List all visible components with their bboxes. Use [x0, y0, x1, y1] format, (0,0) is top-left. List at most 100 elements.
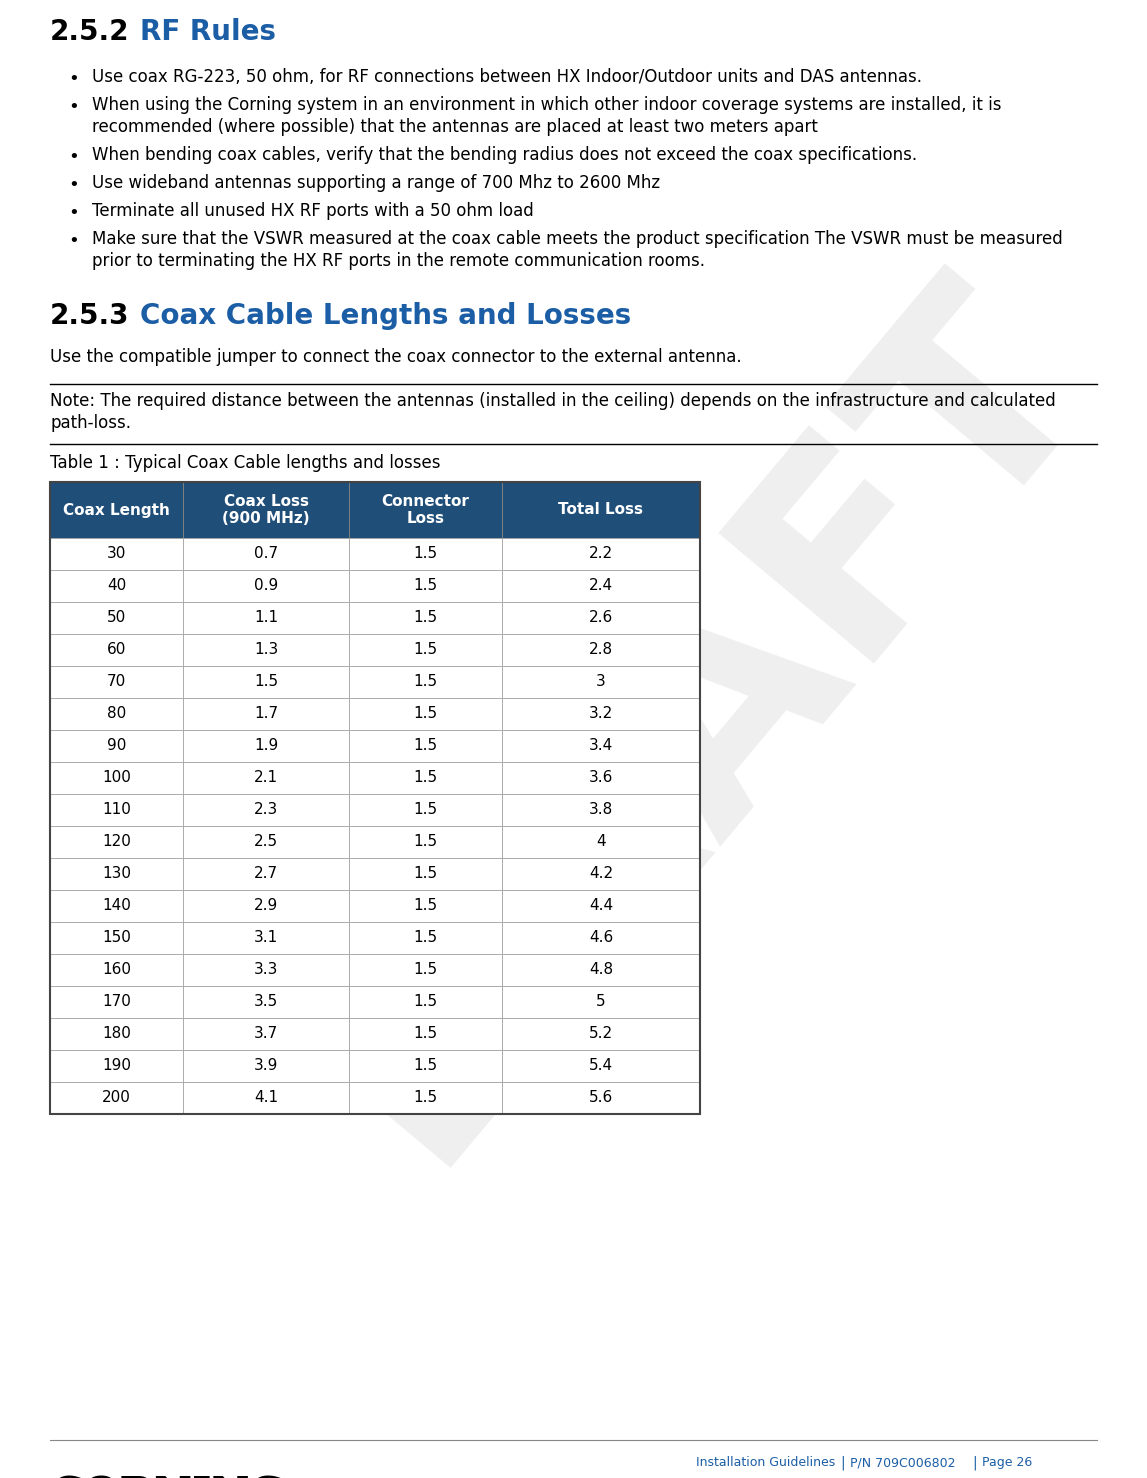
Bar — [349, 986, 501, 1018]
Text: Use the compatible jumper to connect the coax connector to the external antenna.: Use the compatible jumper to connect the… — [50, 347, 742, 367]
Text: 2.5: 2.5 — [255, 835, 279, 850]
Bar — [349, 698, 501, 730]
Bar — [349, 538, 501, 571]
Text: 120: 120 — [102, 835, 131, 850]
Text: 3.3: 3.3 — [253, 962, 279, 977]
Text: •: • — [68, 176, 79, 194]
Text: 1.5: 1.5 — [413, 803, 437, 817]
Bar — [501, 667, 700, 698]
Bar — [349, 953, 501, 986]
Bar — [501, 953, 700, 986]
Bar — [184, 794, 349, 826]
Text: 180: 180 — [102, 1027, 131, 1042]
Bar — [184, 730, 349, 763]
Bar — [501, 730, 700, 763]
Text: 2.2: 2.2 — [588, 547, 612, 562]
Text: When bending coax cables, verify that the bending radius does not exceed the coa: When bending coax cables, verify that th… — [92, 146, 918, 164]
Text: 150: 150 — [102, 931, 131, 946]
Text: 2.3: 2.3 — [253, 803, 279, 817]
Bar — [50, 794, 184, 826]
Text: 2.7: 2.7 — [255, 866, 279, 881]
Bar — [349, 859, 501, 890]
Text: 4.8: 4.8 — [588, 962, 612, 977]
Bar — [501, 794, 700, 826]
Bar — [349, 730, 501, 763]
Bar — [184, 953, 349, 986]
Bar — [349, 602, 501, 634]
Bar — [349, 890, 501, 922]
Bar — [349, 667, 501, 698]
Bar — [349, 826, 501, 859]
Bar — [184, 602, 349, 634]
Text: 30: 30 — [107, 547, 126, 562]
Text: 90: 90 — [107, 739, 126, 754]
Text: 50: 50 — [107, 610, 126, 625]
Text: DRAFT: DRAFT — [263, 235, 1138, 1205]
Text: 1.7: 1.7 — [255, 706, 279, 721]
Bar — [501, 890, 700, 922]
Text: 1.5: 1.5 — [413, 706, 437, 721]
Text: 3.4: 3.4 — [588, 739, 612, 754]
Text: 0.9: 0.9 — [253, 578, 279, 594]
Text: •: • — [68, 98, 79, 115]
Bar — [501, 1018, 700, 1049]
Bar — [184, 698, 349, 730]
Bar — [184, 1082, 349, 1114]
Bar — [184, 890, 349, 922]
Bar — [50, 922, 184, 953]
Text: 2.4: 2.4 — [588, 578, 612, 594]
Text: 5: 5 — [596, 995, 606, 1009]
Text: P/N 709C006802: P/N 709C006802 — [850, 1456, 955, 1469]
Text: |: | — [841, 1456, 845, 1471]
Bar — [349, 482, 501, 538]
Bar — [501, 602, 700, 634]
Text: 170: 170 — [102, 995, 131, 1009]
Bar — [50, 667, 184, 698]
Text: 1.3: 1.3 — [253, 643, 279, 658]
Text: Connector
Loss: Connector Loss — [382, 494, 469, 526]
Text: •: • — [68, 232, 79, 250]
Bar — [184, 571, 349, 602]
Text: 3.5: 3.5 — [253, 995, 279, 1009]
Text: Coax Cable Lengths and Losses: Coax Cable Lengths and Losses — [140, 302, 631, 330]
Text: Coax Loss
(900 MHz): Coax Loss (900 MHz) — [223, 494, 310, 526]
Bar — [50, 986, 184, 1018]
Text: path-loss.: path-loss. — [50, 414, 131, 432]
Text: 3.2: 3.2 — [588, 706, 612, 721]
Text: 1.5: 1.5 — [413, 931, 437, 946]
Text: Terminate all unused HX RF ports with a 50 ohm load: Terminate all unused HX RF ports with a … — [92, 202, 533, 220]
Text: Use wideband antennas supporting a range of 700 Mhz to 2600 Mhz: Use wideband antennas supporting a range… — [92, 174, 661, 192]
Text: 1.5: 1.5 — [413, 1027, 437, 1042]
Bar — [349, 571, 501, 602]
Text: •: • — [68, 69, 79, 89]
Text: RF Rules: RF Rules — [140, 18, 276, 46]
Text: Page 26: Page 26 — [982, 1456, 1032, 1469]
Text: 5.2: 5.2 — [588, 1027, 612, 1042]
Text: 1.5: 1.5 — [413, 899, 437, 913]
Text: 0.7: 0.7 — [255, 547, 279, 562]
Text: 1.5: 1.5 — [413, 1091, 437, 1106]
Bar — [501, 826, 700, 859]
Bar — [501, 922, 700, 953]
Text: 70: 70 — [107, 674, 126, 690]
Text: Use coax RG-223, 50 ohm, for RF connections between HX Indoor/Outdoor units and : Use coax RG-223, 50 ohm, for RF connecti… — [92, 68, 922, 86]
Bar — [349, 794, 501, 826]
Text: 200: 200 — [102, 1091, 131, 1106]
Bar — [184, 482, 349, 538]
Bar — [184, 538, 349, 571]
Text: Installation Guidelines: Installation Guidelines — [696, 1456, 835, 1469]
Text: 5.6: 5.6 — [588, 1091, 612, 1106]
Bar — [184, 922, 349, 953]
Bar — [184, 1049, 349, 1082]
Text: 2.8: 2.8 — [588, 643, 612, 658]
Text: 2.1: 2.1 — [255, 770, 279, 785]
Text: 3.9: 3.9 — [253, 1058, 279, 1073]
Bar — [50, 1018, 184, 1049]
Bar — [501, 634, 700, 667]
Text: 1.5: 1.5 — [413, 610, 437, 625]
Bar — [184, 763, 349, 794]
Bar — [50, 602, 184, 634]
Bar — [349, 1018, 501, 1049]
Text: 4.1: 4.1 — [255, 1091, 279, 1106]
Bar — [349, 634, 501, 667]
